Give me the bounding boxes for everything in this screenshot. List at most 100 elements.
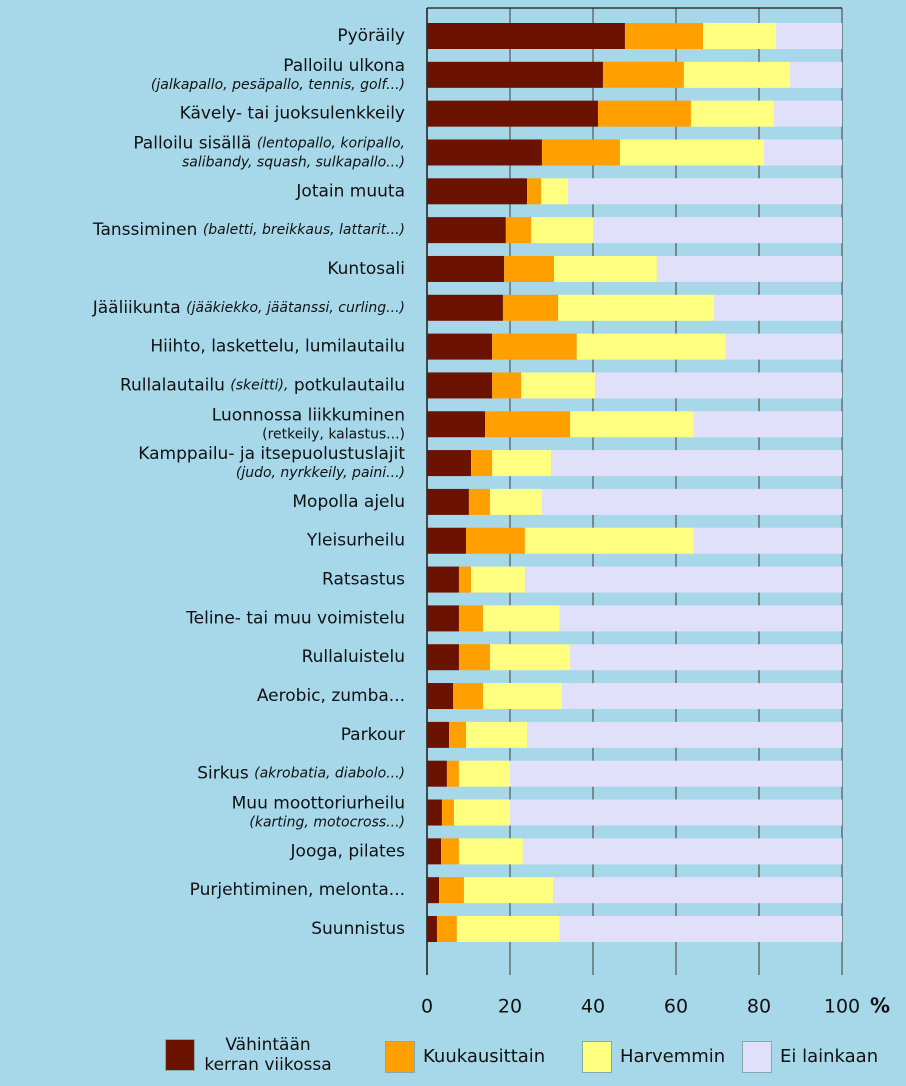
category-label-part: Kamppailu- ja itsepuolustuslajit — [138, 444, 405, 464]
bar-segment — [427, 760, 447, 787]
bar-segment — [602, 61, 684, 88]
bar-segment — [492, 372, 522, 399]
bar-segment — [683, 61, 791, 88]
category-label: Jotain muuta — [295, 181, 405, 201]
bar-segment — [466, 527, 525, 554]
bar-segment — [551, 450, 842, 477]
category-label-part: Parkour — [341, 725, 405, 745]
bar-segment — [492, 333, 577, 360]
bar-segment — [427, 527, 467, 554]
category-label: Jääliikunta (jääkiekko, jäätanssi, curli… — [92, 298, 405, 318]
x-tick-label: 60 — [664, 996, 688, 1018]
bar-segment — [456, 916, 560, 942]
bar-segment — [559, 916, 842, 942]
category-label-part: Yleisurheilu — [306, 531, 405, 551]
bar-segment — [490, 488, 542, 515]
bar-segment — [427, 683, 454, 710]
bar-segment — [559, 605, 842, 632]
category-label-part: (akrobatia, diabolo...) — [254, 766, 405, 782]
legend-item: Ei lainkaan — [742, 1040, 906, 1074]
category-label: Parkour — [341, 725, 405, 745]
bar-segment — [483, 605, 560, 632]
bar-segment — [524, 527, 694, 554]
bar-segment — [593, 217, 842, 244]
category-label: Kamppailu- ja itsepuolustuslajit — [138, 444, 405, 464]
category-label-part: Muu moottoriurheilu — [232, 794, 405, 814]
bar-segment — [558, 294, 715, 321]
bar-segment — [427, 139, 542, 166]
legend-swatch — [582, 1041, 612, 1073]
bar-segment — [453, 799, 510, 826]
category-label-part: Tanssiminen — [92, 220, 203, 240]
legend-label: Harvemmin — [620, 1046, 726, 1067]
bar-segment — [427, 294, 503, 321]
category-label: Tanssiminen (baletti, breikkaus, lattari… — [92, 220, 405, 240]
bar-segment — [619, 139, 764, 166]
bar-segment — [541, 139, 620, 166]
bar-segment — [441, 799, 454, 826]
bar-segment — [693, 527, 842, 554]
category-label: Palloilu ulkona — [283, 56, 405, 76]
bar-segment — [427, 838, 442, 865]
bar-segment — [427, 61, 603, 88]
bar-segment — [427, 721, 449, 748]
bar-segment — [427, 255, 505, 282]
legend-item: Kuukausittain — [385, 1040, 583, 1074]
bar-segment — [427, 566, 459, 593]
bar-segment — [446, 760, 459, 787]
category-label-part: salibandy, squash, sulkapallo...) — [182, 154, 405, 170]
bar-segment — [427, 178, 528, 205]
bar-segment — [427, 450, 471, 477]
bar-segment — [725, 333, 842, 360]
bar-segment — [790, 61, 842, 88]
category-label: Kävely- tai juoksulenkkeily — [180, 104, 405, 124]
bar-segment — [463, 877, 554, 904]
category-label-part: Kävely- tai juoksulenkkeily — [180, 104, 405, 124]
bar-segment — [427, 916, 437, 942]
category-label: Muu moottoriurheilu — [232, 794, 405, 814]
bar-segment — [570, 644, 842, 671]
legend-label: Vähintään kerran viikossa — [204, 1035, 332, 1075]
category-label: (karting, motocross...) — [249, 815, 405, 831]
legend-swatch — [165, 1039, 195, 1071]
category-label: (judo, nyrkkeily, paini...) — [236, 465, 405, 481]
bar-segment — [521, 372, 596, 399]
category-label: Teline- tai muu voimistelu — [185, 608, 405, 628]
bar-segment — [427, 605, 459, 632]
bar-segment — [427, 100, 598, 127]
category-label-part: Ratsastus — [322, 570, 405, 590]
bar-segment — [458, 760, 510, 787]
bar-segment — [510, 760, 842, 787]
category-label-part: Jooga, pilates — [290, 841, 406, 861]
category-label: salibandy, squash, sulkapallo...) — [182, 154, 405, 170]
legend-swatch — [742, 1041, 772, 1073]
category-label-part: Sirkus — [197, 764, 254, 784]
bar-segment — [773, 100, 842, 127]
x-tick-label: 100 — [824, 996, 860, 1018]
category-label: Aerobic, zumba... — [257, 686, 405, 706]
bar-segment — [510, 799, 842, 826]
category-label: Pyöräily — [337, 26, 405, 46]
category-label: Yleisurheilu — [306, 531, 405, 551]
category-label-part: Rullalautailu — [120, 375, 230, 395]
category-label-part: Rullaluistelu — [302, 647, 405, 667]
bar-segment — [505, 217, 532, 244]
bar-segment — [458, 838, 523, 865]
legend-label: Ei lainkaan — [780, 1046, 879, 1067]
category-label: (retkeily, kalastus...) — [262, 426, 405, 442]
bar-segment — [570, 411, 694, 438]
category-label-part: Palloilu sisällä — [133, 133, 257, 153]
bar-segment — [702, 23, 777, 49]
category-label: Luonnossa liikkuminen — [212, 405, 405, 425]
category-label-part: Purjehtiminen, melonta... — [190, 880, 405, 900]
legend-item: Vähintään kerran viikossa — [165, 1035, 333, 1075]
bar-segment — [436, 916, 457, 942]
category-label-part: (jalkapallo, pesäpallo, tennis, golf...) — [151, 77, 405, 93]
category-label-part: (baletti, breikkaus, lattarit...) — [203, 222, 405, 238]
category-label: Ratsastus — [322, 570, 405, 590]
bar-segment — [490, 644, 571, 671]
bar-segment — [466, 721, 528, 748]
bar-segment — [470, 450, 493, 477]
bar-segment — [427, 333, 493, 360]
